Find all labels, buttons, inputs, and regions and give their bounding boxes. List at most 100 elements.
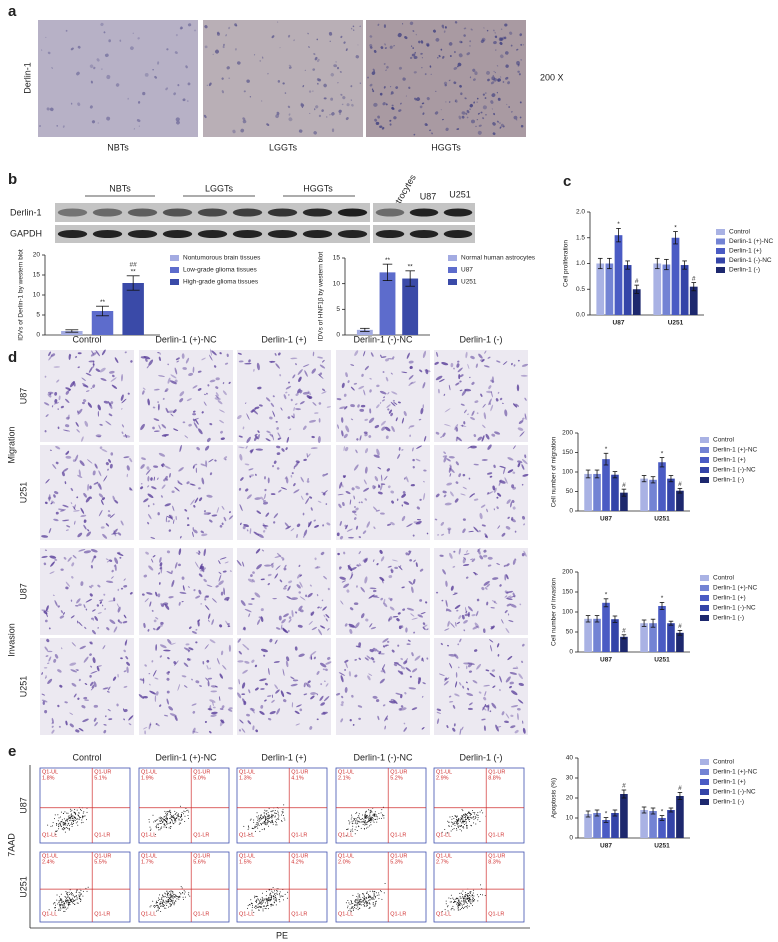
cell bbox=[486, 29, 489, 32]
event bbox=[457, 820, 459, 822]
cell bbox=[269, 360, 276, 363]
event bbox=[270, 822, 272, 824]
event bbox=[156, 825, 158, 827]
cell bbox=[296, 523, 301, 528]
cell bbox=[449, 552, 453, 559]
cell bbox=[391, 559, 399, 562]
cell bbox=[358, 717, 361, 720]
cell bbox=[83, 550, 92, 554]
event bbox=[265, 810, 267, 812]
cell bbox=[341, 430, 344, 437]
event bbox=[166, 890, 168, 892]
cell bbox=[106, 74, 111, 80]
cell bbox=[242, 119, 247, 124]
cell bbox=[398, 565, 403, 571]
cell bbox=[317, 356, 324, 359]
cell bbox=[232, 129, 236, 134]
cell bbox=[274, 639, 278, 645]
event bbox=[356, 898, 358, 900]
cell bbox=[242, 561, 245, 567]
event bbox=[366, 905, 368, 907]
event bbox=[182, 892, 184, 894]
cell bbox=[410, 381, 416, 385]
event bbox=[350, 829, 352, 831]
event bbox=[271, 815, 273, 817]
event bbox=[445, 900, 447, 902]
cell bbox=[445, 608, 452, 612]
cell bbox=[481, 458, 488, 462]
cell bbox=[446, 482, 453, 486]
cell bbox=[88, 366, 93, 373]
cell bbox=[372, 90, 375, 93]
cell bbox=[86, 459, 93, 464]
event bbox=[76, 809, 78, 811]
cell bbox=[211, 619, 214, 625]
cell bbox=[62, 468, 69, 472]
cell bbox=[152, 426, 155, 430]
event bbox=[268, 815, 270, 817]
y-tick-label: 150 bbox=[562, 449, 573, 456]
cell bbox=[219, 719, 224, 727]
cell bbox=[369, 587, 377, 590]
event bbox=[58, 901, 60, 903]
event bbox=[355, 821, 357, 823]
cell bbox=[404, 692, 407, 695]
cell bbox=[350, 386, 355, 391]
event bbox=[360, 821, 362, 823]
cell bbox=[479, 555, 484, 560]
cell bbox=[337, 552, 340, 556]
cell bbox=[304, 69, 306, 71]
cell bbox=[209, 348, 212, 356]
cell bbox=[144, 598, 149, 603]
column-header: Derlin-1 (-) bbox=[459, 752, 502, 762]
cell bbox=[211, 514, 218, 517]
cell bbox=[323, 83, 327, 88]
event bbox=[188, 817, 190, 819]
cell bbox=[141, 457, 146, 461]
cell bbox=[176, 120, 180, 125]
quadrant-label: Q1-LR bbox=[488, 911, 504, 917]
event bbox=[255, 902, 257, 904]
event bbox=[166, 819, 168, 821]
cell bbox=[121, 408, 123, 410]
cell bbox=[471, 614, 476, 617]
cell bbox=[438, 388, 440, 394]
cell bbox=[339, 576, 346, 580]
cell bbox=[149, 723, 152, 726]
cell bbox=[327, 628, 330, 631]
quadrant-label: Q1-UL bbox=[42, 769, 58, 775]
event bbox=[170, 900, 172, 902]
cell bbox=[358, 657, 362, 660]
cell bbox=[346, 589, 350, 593]
row-label: Derlin-1 bbox=[22, 62, 32, 94]
cell bbox=[187, 658, 190, 661]
cell bbox=[497, 97, 501, 101]
event bbox=[265, 908, 267, 910]
cell bbox=[137, 37, 140, 40]
cell bbox=[336, 66, 340, 70]
cell bbox=[254, 437, 257, 441]
cell bbox=[516, 60, 520, 66]
event bbox=[368, 895, 370, 897]
cell bbox=[81, 436, 84, 442]
cell bbox=[105, 462, 109, 466]
event bbox=[371, 816, 373, 818]
cell bbox=[41, 672, 43, 675]
cell bbox=[99, 446, 103, 450]
cell bbox=[516, 118, 518, 121]
event bbox=[172, 822, 174, 824]
event bbox=[457, 827, 459, 829]
cell bbox=[174, 486, 180, 492]
cell bbox=[70, 47, 74, 51]
cell bbox=[106, 580, 114, 583]
event bbox=[162, 895, 164, 897]
cell bbox=[503, 564, 507, 568]
event bbox=[452, 897, 454, 899]
event bbox=[372, 817, 374, 819]
event bbox=[62, 904, 64, 906]
quadrant-label: Q1-UR bbox=[291, 769, 308, 775]
cell bbox=[489, 644, 493, 652]
cell bbox=[365, 618, 369, 622]
bar bbox=[620, 794, 628, 838]
cell bbox=[241, 693, 246, 696]
